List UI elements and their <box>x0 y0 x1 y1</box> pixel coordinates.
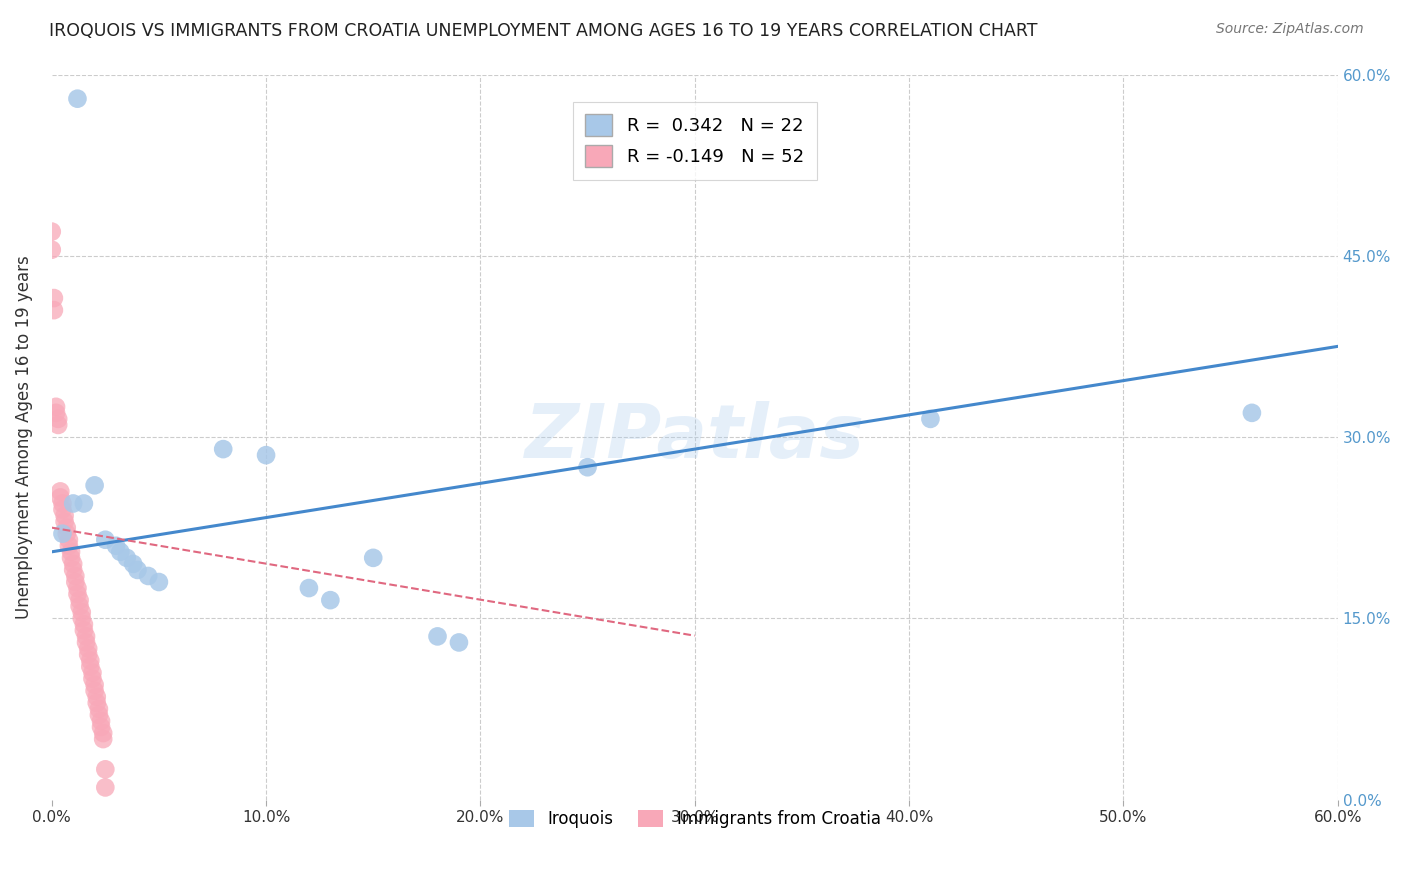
Point <box>79 654 101 668</box>
Point <box>254 448 277 462</box>
Point <box>53 515 76 529</box>
Point <box>94 780 117 795</box>
Point <box>319 593 342 607</box>
Point <box>51 526 73 541</box>
Point <box>83 478 105 492</box>
Point <box>576 460 599 475</box>
Point <box>46 412 69 426</box>
Y-axis label: Unemployment Among Ages 16 to 19 years: Unemployment Among Ages 16 to 19 years <box>15 255 32 619</box>
Point <box>46 417 69 432</box>
Point <box>212 442 235 456</box>
Point <box>920 412 942 426</box>
Point <box>42 303 65 318</box>
Point <box>83 683 105 698</box>
Point <box>42 291 65 305</box>
Point <box>66 581 89 595</box>
Point <box>51 502 73 516</box>
Point <box>62 563 84 577</box>
Point <box>87 708 110 723</box>
Point <box>49 491 72 505</box>
Point <box>75 635 97 649</box>
Point <box>60 545 83 559</box>
Point <box>49 484 72 499</box>
Point <box>91 726 114 740</box>
Point <box>41 243 63 257</box>
Point <box>110 545 132 559</box>
Point <box>70 605 93 619</box>
Point <box>90 720 112 734</box>
Point <box>90 714 112 728</box>
Point <box>66 92 89 106</box>
Point <box>41 225 63 239</box>
Point <box>45 400 67 414</box>
Point <box>94 533 117 547</box>
Point <box>73 617 96 632</box>
Point <box>86 696 108 710</box>
Point <box>45 406 67 420</box>
Point <box>55 526 77 541</box>
Point <box>361 550 384 565</box>
Point <box>447 635 470 649</box>
Point <box>62 557 84 571</box>
Point <box>70 611 93 625</box>
Point <box>82 672 104 686</box>
Point <box>86 690 108 704</box>
Point <box>55 521 77 535</box>
Point <box>69 593 91 607</box>
Point <box>148 574 170 589</box>
Point <box>66 587 89 601</box>
Point <box>73 496 96 510</box>
Point <box>77 641 100 656</box>
Point <box>82 665 104 680</box>
Point <box>53 508 76 523</box>
Point <box>127 563 149 577</box>
Text: Source: ZipAtlas.com: Source: ZipAtlas.com <box>1216 22 1364 37</box>
Point <box>122 557 145 571</box>
Point <box>94 762 117 776</box>
Legend: Iroquois, Immigrants from Croatia: Iroquois, Immigrants from Croatia <box>502 803 887 835</box>
Point <box>60 550 83 565</box>
Point <box>87 702 110 716</box>
Point <box>73 624 96 638</box>
Point <box>105 539 128 553</box>
Point <box>69 599 91 614</box>
Point <box>83 678 105 692</box>
Point <box>62 496 84 510</box>
Point <box>58 539 80 553</box>
Point <box>51 496 73 510</box>
Point <box>136 569 159 583</box>
Point <box>91 732 114 747</box>
Text: ZIPatlas: ZIPatlas <box>524 401 865 474</box>
Point <box>115 550 138 565</box>
Point <box>65 569 87 583</box>
Point <box>75 629 97 643</box>
Point <box>426 629 449 643</box>
Point <box>65 574 87 589</box>
Point <box>58 533 80 547</box>
Point <box>298 581 321 595</box>
Point <box>79 659 101 673</box>
Text: IROQUOIS VS IMMIGRANTS FROM CROATIA UNEMPLOYMENT AMONG AGES 16 TO 19 YEARS CORRE: IROQUOIS VS IMMIGRANTS FROM CROATIA UNEM… <box>49 22 1038 40</box>
Point <box>77 648 100 662</box>
Point <box>1240 406 1263 420</box>
